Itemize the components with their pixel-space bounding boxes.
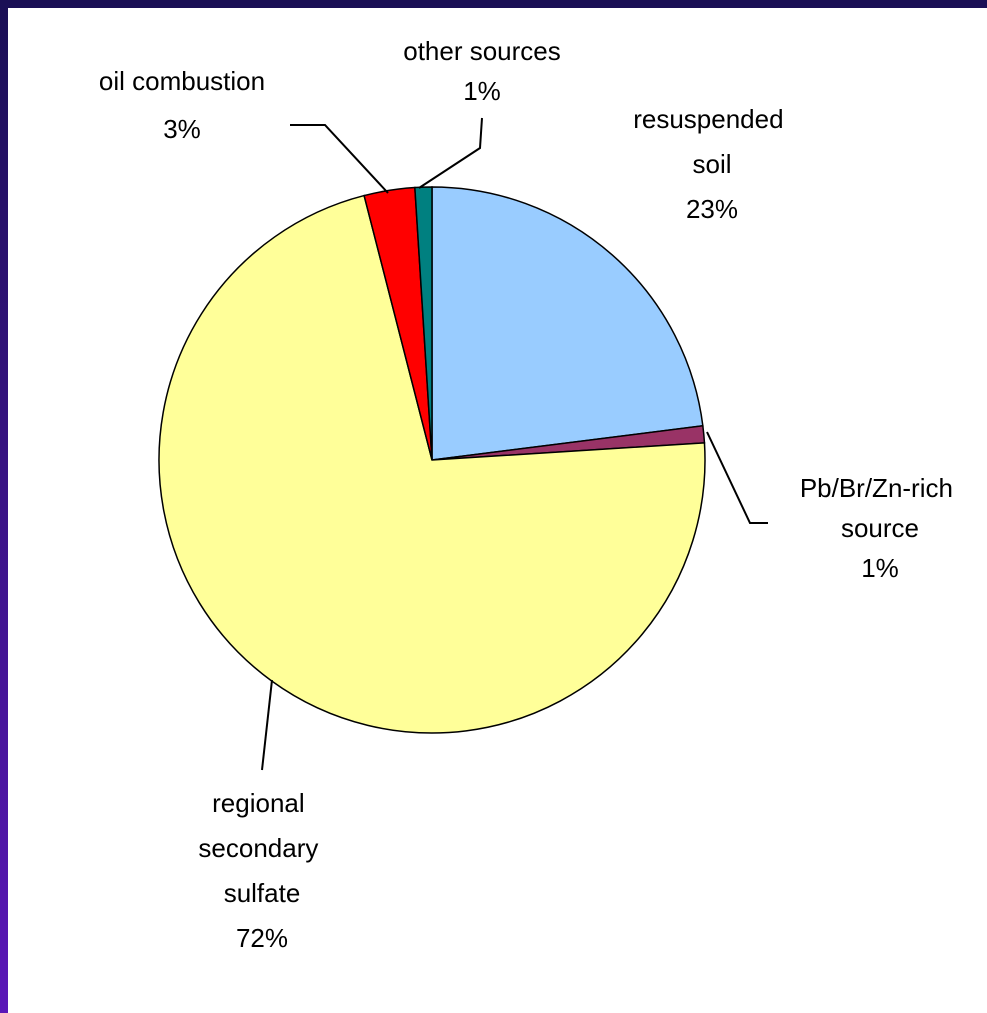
slice-label: resuspended soil — [633, 104, 791, 179]
leader-line — [418, 117, 483, 189]
leader-line — [290, 124, 389, 194]
slice-label: other sources — [403, 36, 561, 66]
leader-line — [706, 431, 768, 524]
slice-label: Pb/Br/Zn-rich source — [800, 473, 960, 543]
value-label: 1% — [861, 553, 899, 583]
value-label: 72% — [236, 923, 288, 953]
pie-slice — [414, 186, 433, 461]
value-label: 1% — [463, 76, 501, 106]
slice-label: regional secondary sulfate — [198, 788, 325, 908]
slice-label: oil combustion — [99, 66, 265, 96]
value-label: 3% — [163, 114, 201, 144]
leader-line — [261, 679, 273, 771]
value-label: 23% — [686, 194, 738, 224]
pie-slice — [431, 186, 704, 461]
